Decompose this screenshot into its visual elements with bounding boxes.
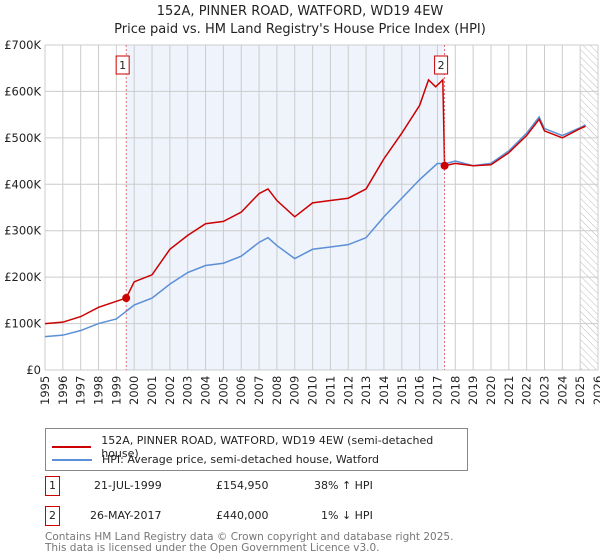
x-tick-label: 2003 <box>181 376 195 405</box>
x-tick-label: 2013 <box>359 376 373 405</box>
sale-date: 21-JUL-1999 <box>94 479 162 492</box>
footer: Contains HM Land Registry data © Crown c… <box>45 532 453 554</box>
x-tick-label: 2025 <box>573 376 587 405</box>
x-tick-label: 1996 <box>56 376 70 405</box>
hpi-line <box>44 115 586 338</box>
x-tick-label: 2007 <box>252 376 266 405</box>
x-tick-label: 2001 <box>145 376 159 405</box>
chart-subtitle: Price paid vs. HM Land Registry's House … <box>114 22 486 37</box>
sale-point <box>122 294 131 303</box>
x-tick-label: 2008 <box>270 376 284 405</box>
x-tick-label: 2009 <box>288 376 302 405</box>
y-tick-label: £200K <box>4 270 41 284</box>
x-tick-label: 2004 <box>199 376 213 405</box>
x-tick-label: 2012 <box>341 376 355 405</box>
footer-line-2: This data is licensed under the Open Gov… <box>45 542 380 554</box>
sale-date: 26-MAY-2017 <box>90 509 162 522</box>
y-tick-label: £100K <box>4 317 41 331</box>
x-tick-label: 2002 <box>163 376 177 405</box>
x-tick-label: 1998 <box>92 376 106 405</box>
sale-price: £440,000 <box>216 509 269 522</box>
price-paid-line <box>44 78 586 325</box>
legend-item-property: 152A, PINNER ROAD, WATFORD, WD19 4EW (se… <box>52 434 467 460</box>
x-tick-label: 1995 <box>38 376 52 405</box>
sale-price: £154,950 <box>216 479 269 492</box>
sale-label-box <box>434 55 449 75</box>
x-tick-label: 1999 <box>109 376 123 405</box>
legend-label-hpi: HPI: Average price, semi-detached house,… <box>102 453 380 466</box>
x-tick-label: 2020 <box>484 376 498 405</box>
sale-label: 2 <box>438 59 445 72</box>
x-tick-label: 2017 <box>430 376 444 405</box>
y-tick-label: £600K <box>4 84 41 98</box>
legend-item-hpi: HPI: Average price, semi-detached house,… <box>52 453 379 466</box>
legend-label-property: 152A, PINNER ROAD, WATFORD, WD19 4EW (se… <box>101 434 434 460</box>
x-tick-label: 2018 <box>448 376 462 405</box>
sale-label: 1 <box>119 59 126 72</box>
x-tick-label: 2023 <box>537 376 551 405</box>
sale-marker-1: 1 <box>45 476 60 496</box>
x-tick-label: 2014 <box>377 376 391 405</box>
sale-hpi: 1% ↓ HPI <box>321 509 373 522</box>
y-tick-label: £400K <box>4 177 41 191</box>
x-tick-label: 2024 <box>555 376 569 405</box>
legend-red-line <box>52 446 92 448</box>
x-tick-label: 2000 <box>127 376 141 405</box>
x-tick-label: 1997 <box>74 376 88 405</box>
x-tick-label: 2026 <box>591 376 600 405</box>
x-tick-label: 2005 <box>216 376 230 405</box>
x-tick-label: 2006 <box>234 376 248 405</box>
x-tick-label: 2021 <box>502 376 516 405</box>
footer-line-1: Contains HM Land Registry data © Crown c… <box>45 531 454 543</box>
x-tick-label: 2011 <box>323 376 337 405</box>
hatched-future-region <box>580 45 598 370</box>
sale-point <box>440 161 449 170</box>
sale-label-box <box>115 55 130 75</box>
x-tick-label: 2019 <box>466 376 480 405</box>
legend-blue-line <box>52 458 92 461</box>
y-tick-label: £0 <box>26 363 41 377</box>
plot-area: 1995 1996 1997 1998 1999 2000 2001 2002 2003 2004… <box>4 38 600 405</box>
y-tick-label: £700K <box>4 38 41 52</box>
sale-hpi: 38% ↑ HPI <box>314 479 373 492</box>
x-tick-label: 2022 <box>520 376 534 405</box>
sale-marker-2: 2 <box>45 506 60 526</box>
y-tick-label: £300K <box>4 224 41 238</box>
x-tick-label: 2010 <box>306 376 320 405</box>
chart-title: 152A, PINNER ROAD, WATFORD, WD19 4EW <box>156 4 444 19</box>
legend: 152A, PINNER ROAD, WATFORD, WD19 4EW (se… <box>45 428 468 471</box>
y-tick-label: £500K <box>4 131 41 145</box>
x-tick-label: 2015 <box>395 376 409 405</box>
x-tick-label: 2016 <box>413 376 427 405</box>
